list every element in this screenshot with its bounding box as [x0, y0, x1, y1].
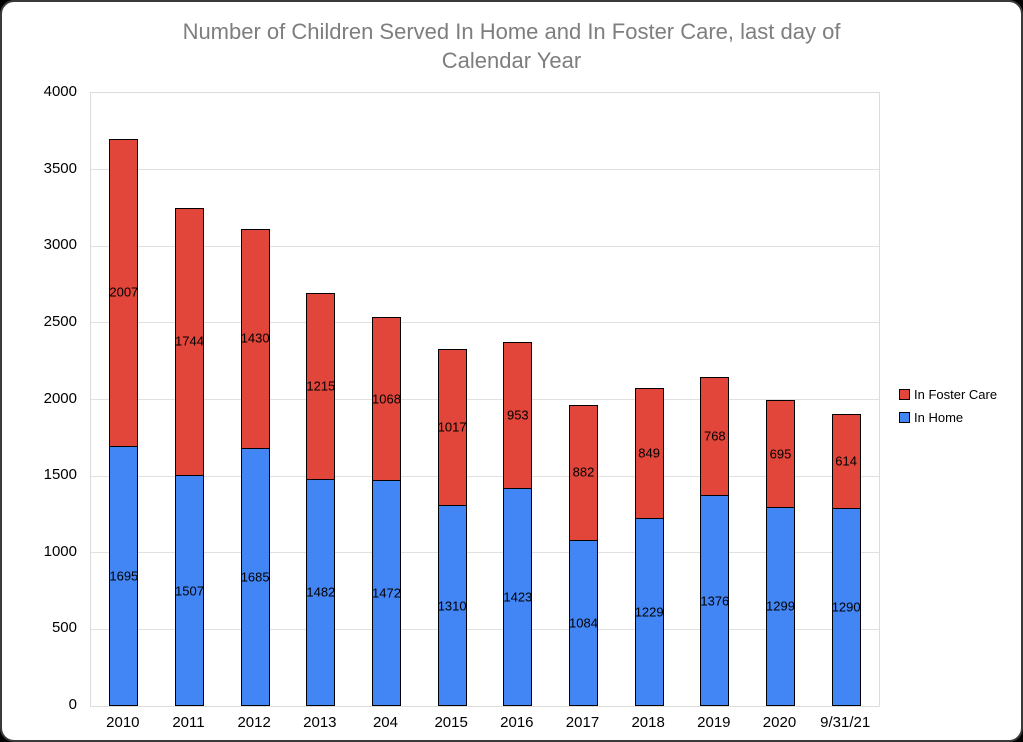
bar-in-foster-care-2020[interactable] [766, 400, 795, 507]
bar-in-home-2018[interactable] [634, 517, 664, 706]
bar-in-home-2017[interactable] [569, 539, 598, 706]
x-tick-label-2013: 2013 [303, 714, 337, 731]
x-tick-label-2016: 2016 [500, 714, 534, 731]
bar-in-foster-care-2011[interactable] [175, 207, 204, 476]
bar-in-home-2015[interactable] [437, 505, 467, 706]
legend-swatch-icon [899, 412, 910, 423]
y-axis: 0 500 1000 1500 2000 2500 3000 3500 4000 [2, 83, 77, 713]
bar-in-foster-care-2018[interactable] [634, 387, 664, 518]
y-tick-label-3500: 3500 [43, 159, 77, 177]
x-tick-label-2015: 2015 [434, 714, 468, 731]
data-label-home-2011: 1507 [175, 583, 204, 599]
data-label-home-2016: 1423 [503, 589, 533, 605]
legend-item-in-foster-care[interactable]: In Foster Care [899, 387, 997, 402]
legend-swatch-icon [899, 389, 910, 400]
gridline-1500 [91, 475, 879, 477]
y-tick-label-3000: 3000 [43, 236, 77, 254]
chart-title-line1: Number of Children Served In Home and In… [182, 19, 841, 44]
data-label-foster-2020: 695 [769, 446, 792, 462]
data-label-foster-204: 1068 [372, 391, 401, 407]
data-label-foster-2018: 849 [638, 445, 661, 461]
legend: In Foster Care In Home [899, 387, 997, 433]
x-axis: 2010 2011 2012 2013 204 2015 2016 2017 2018 2019 2… [90, 713, 878, 735]
bar-in-home-2010[interactable] [109, 446, 139, 706]
legend-label: In Foster Care [914, 387, 998, 402]
x-tick-label-9/31/21: 9/31/21 [820, 714, 871, 731]
x-tick-label-2011: 2011 [172, 714, 205, 731]
y-tick-label-1000: 1000 [43, 542, 77, 560]
gridline-3000 [91, 245, 879, 247]
legend-item-in-home[interactable]: In Home [899, 410, 997, 425]
x-tick-label-2020: 2020 [762, 714, 797, 731]
bar-in-home-204[interactable] [372, 480, 401, 706]
data-label-foster-2016: 953 [506, 407, 529, 423]
bar-in-home-2020[interactable] [766, 506, 795, 706]
bar-in-foster-care-2017[interactable] [569, 404, 598, 540]
bar-in-home-2013[interactable] [306, 478, 336, 706]
y-tick-label-0: 0 [68, 696, 77, 713]
data-label-home-2013: 1482 [306, 584, 336, 600]
x-tick-label-204: 204 [372, 714, 398, 731]
data-label-home-2010: 1695 [109, 568, 139, 584]
bar-in-foster-care-204[interactable] [372, 316, 401, 481]
data-label-home-2015: 1310 [437, 598, 467, 614]
x-tick-label-2017: 2017 [565, 714, 600, 731]
gridline-1000 [91, 552, 879, 554]
plot-area: 2007 1695 1744 1507 1430 1685 1215 1482 1068 1472… [90, 92, 880, 707]
data-label-foster-2015: 1017 [437, 419, 467, 435]
y-tick-label-500: 500 [51, 619, 77, 637]
data-label-home-2018: 1229 [634, 604, 664, 620]
bar-in-foster-care-2012[interactable] [240, 228, 270, 448]
chart-title-line2: Calendar Year [441, 48, 582, 73]
bar-in-foster-care-2013[interactable] [306, 292, 336, 479]
gridline-3500 [91, 169, 879, 171]
y-tick-label-2500: 2500 [43, 312, 77, 330]
data-label-foster-2019: 768 [703, 428, 726, 444]
data-label-foster-2017: 882 [572, 464, 595, 480]
bar-in-foster-care-2015[interactable] [437, 349, 467, 506]
x-tick-label-2010: 2010 [106, 714, 140, 731]
gridline-2500 [91, 322, 879, 324]
gridline-500 [91, 628, 879, 630]
bar-in-home-2016[interactable] [503, 487, 533, 706]
data-label-home-2017: 1084 [569, 615, 598, 631]
x-tick-label-2019: 2019 [697, 714, 731, 731]
x-tick-label-2012: 2012 [237, 714, 271, 731]
gridline-2000 [91, 399, 879, 400]
data-label-home-2019: 1376 [700, 593, 730, 609]
legend-label: In Home [914, 410, 964, 425]
bar-in-foster-care-9/31/21[interactable] [831, 414, 861, 509]
bar-in-foster-care-2016[interactable] [503, 341, 533, 488]
bar-in-home-2012[interactable] [240, 447, 270, 706]
data-label-home-204: 1472 [372, 585, 401, 601]
data-label-home-2020: 1299 [766, 598, 795, 614]
x-tick-label-2018: 2018 [631, 714, 665, 731]
y-tick-label-4000: 4000 [43, 83, 77, 100]
bar-in-home-2011[interactable] [175, 475, 204, 706]
chart-title: Number of Children Served In Home and In… [2, 17, 1021, 75]
bar-in-foster-care-2019[interactable] [700, 377, 730, 496]
data-label-foster-2012: 1430 [240, 330, 270, 346]
data-label-home-2012: 1685 [240, 569, 270, 585]
data-label-foster-9/31/21: 614 [835, 453, 858, 469]
data-label-foster-2013: 1215 [306, 378, 336, 394]
data-label-foster-2010: 2007 [109, 284, 139, 300]
bar-in-home-2019[interactable] [700, 495, 730, 706]
bar-in-home-9/31/21[interactable] [831, 508, 861, 706]
bar-in-foster-care-2010[interactable] [109, 138, 139, 447]
y-tick-label-2000: 2000 [43, 389, 77, 407]
y-tick-label-1500: 1500 [43, 466, 77, 484]
data-label-home-9/31/21: 1290 [831, 599, 861, 615]
data-label-foster-2011: 1744 [175, 333, 204, 349]
